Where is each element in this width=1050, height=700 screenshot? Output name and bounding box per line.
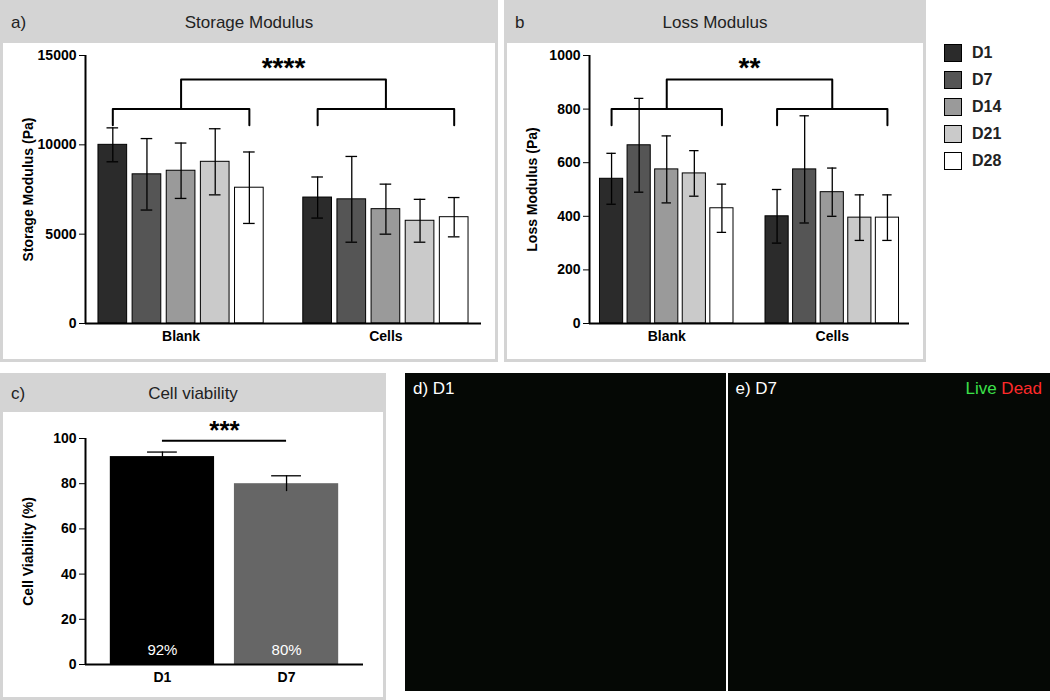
svg-text:***: *** (209, 415, 240, 445)
svg-text:400: 400 (557, 208, 581, 224)
html-text:c): c) (11, 384, 26, 403)
svg-text:Cells: Cells (816, 328, 850, 344)
svg-text:Storage Modulus (Pa): Storage Modulus (Pa) (20, 118, 36, 262)
svg-text:Blank: Blank (162, 328, 200, 344)
svg-text:10000: 10000 (38, 136, 77, 152)
svg-text:**: ** (739, 52, 761, 83)
html-text:Live Dead: Live Dead (965, 379, 1042, 398)
svg-text:60: 60 (61, 520, 77, 536)
svg-text:92%: 92% (147, 641, 177, 658)
svg-text:20: 20 (61, 611, 77, 627)
svg-text:Cell Viability (%): Cell Viability (%) (20, 497, 36, 606)
svg-text:80: 80 (61, 475, 77, 491)
html-text:Storage Modulus: Storage Modulus (184, 13, 314, 32)
svg-text:0: 0 (69, 315, 77, 331)
html-text:e) D7: e) D7 (735, 379, 778, 398)
svg-text:15000: 15000 (38, 47, 77, 63)
html-text:a): a) (11, 13, 27, 32)
svg-text:100: 100 (53, 430, 77, 446)
svg-text:Cells: Cells (369, 328, 403, 344)
svg-text:Blank: Blank (648, 328, 686, 344)
svg-text:200: 200 (557, 261, 581, 277)
html-text:D1: D1 (972, 44, 993, 61)
svg-text:Loss Modulus (Pa): Loss Modulus (Pa) (524, 127, 540, 251)
svg-text:40: 40 (61, 566, 77, 582)
html-text:d) D1: d) D1 (413, 379, 455, 398)
html-text:D28: D28 (972, 152, 1002, 169)
svg-text:80%: 80% (272, 641, 302, 658)
html-text:D14: D14 (972, 98, 1002, 115)
svg-text:0: 0 (69, 656, 77, 672)
html-text:Cell viability: Cell viability (148, 384, 238, 403)
svg-text:1000: 1000 (549, 47, 580, 63)
svg-text:D1: D1 (153, 669, 171, 685)
html-text:b: b (515, 13, 525, 32)
svg-text:D7: D7 (278, 669, 296, 685)
html-text:Loss Modulus: Loss Modulus (662, 13, 768, 32)
svg-text:800: 800 (557, 101, 581, 117)
svg-text:****: **** (262, 52, 306, 83)
html-text:D21: D21 (972, 125, 1002, 142)
html-text:D7: D7 (972, 71, 993, 88)
svg-text:600: 600 (557, 154, 581, 170)
svg-text:5000: 5000 (45, 226, 76, 242)
svg-text:0: 0 (573, 315, 581, 331)
